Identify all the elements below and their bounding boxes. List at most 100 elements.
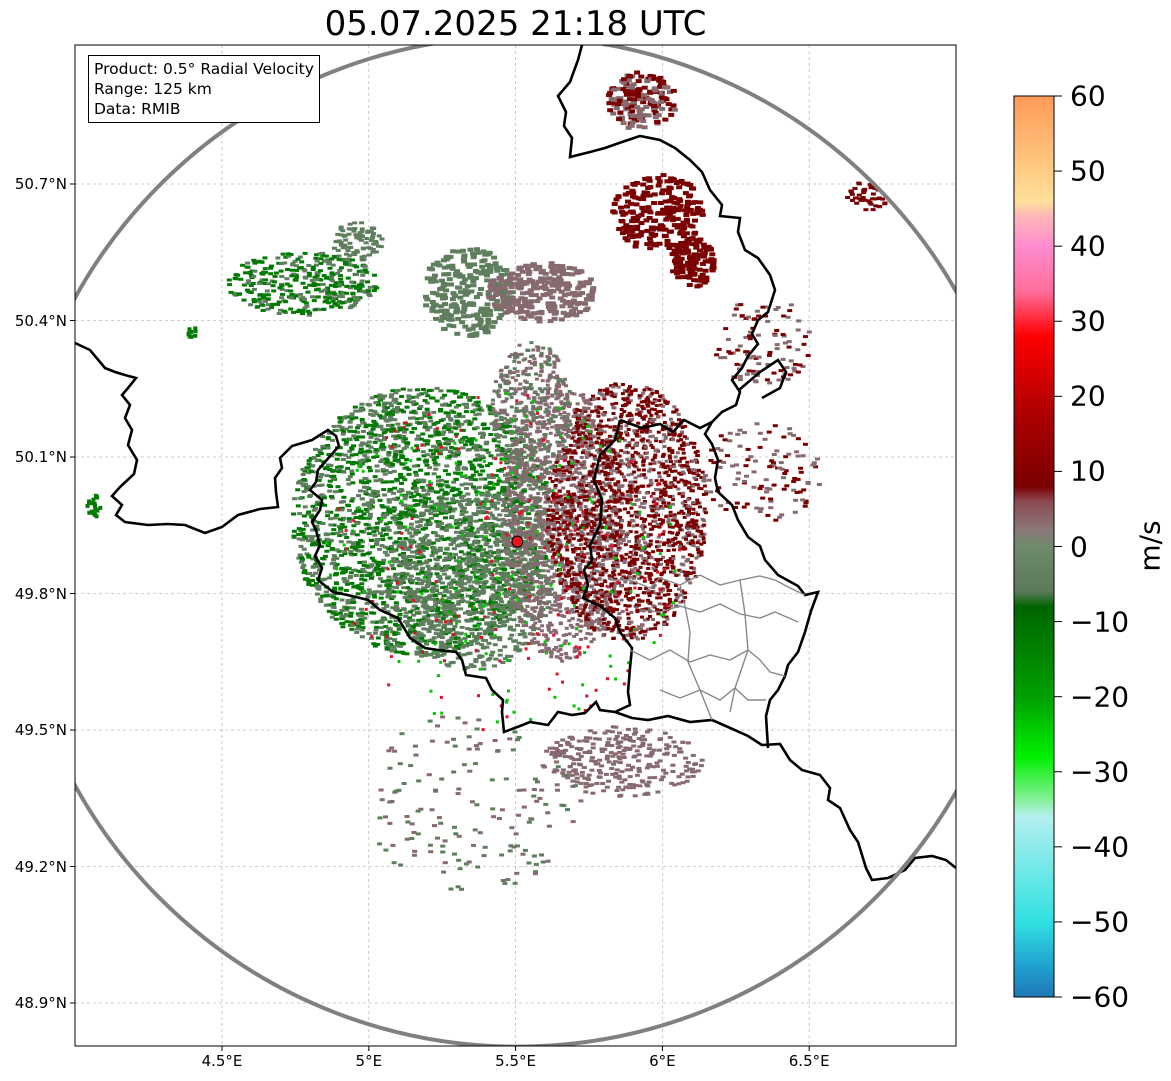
echo-cell (510, 481, 516, 485)
echo-cell (407, 631, 413, 635)
echo-cell (311, 508, 317, 512)
echo-cell (564, 633, 568, 637)
echo-cell (437, 441, 443, 445)
echo-cell (483, 484, 489, 488)
echo-cell (595, 569, 600, 573)
echo-cell (666, 592, 671, 596)
echo-cell (396, 402, 402, 406)
echo-cell (477, 458, 482, 462)
echo-cell (500, 533, 505, 537)
echo-cell (570, 391, 574, 395)
echo-cell (385, 579, 391, 583)
echo-cell (511, 584, 517, 587)
echo-cell (503, 507, 508, 511)
echo-cell (492, 428, 498, 432)
echo-cell (644, 562, 649, 565)
echo-cell (387, 627, 393, 631)
echo-cell (588, 508, 593, 512)
echo-cell (339, 508, 345, 512)
echo-cell (407, 510, 413, 514)
echo-cell (587, 470, 592, 474)
echo-cell (503, 519, 507, 523)
echo-cell (425, 564, 431, 568)
echo-cell (476, 506, 482, 510)
echo-cell (389, 649, 395, 653)
echo-cell (366, 592, 372, 596)
echo-cell (533, 501, 538, 504)
echo-cell (544, 592, 549, 596)
echo-cell (385, 643, 391, 647)
echo-cell (557, 597, 562, 601)
echo-cell (301, 514, 307, 518)
echo-cell (450, 578, 456, 582)
echo-cell (554, 474, 559, 478)
echo-cell (505, 654, 510, 658)
echo-cell (521, 545, 526, 549)
echo-cell (397, 553, 403, 557)
echo-cell (535, 422, 540, 426)
echo-cell (455, 647, 461, 650)
echo-cell (546, 388, 550, 392)
echo-cell (509, 566, 515, 570)
echo-cell (571, 533, 576, 537)
echo-cell (319, 493, 325, 497)
echo-cell (409, 579, 415, 582)
echo-cell (470, 467, 476, 471)
echo-cell (414, 529, 420, 532)
echo-cell (635, 523, 640, 527)
echo-cell (352, 547, 358, 551)
echo-cell (556, 602, 561, 606)
echo-cell (376, 403, 381, 407)
echo-cell (531, 556, 536, 560)
echo-cell (359, 545, 365, 548)
echo-cell (443, 411, 449, 415)
echo-cell (482, 477, 488, 481)
echo-cell (339, 553, 345, 557)
echo-cell (425, 580, 431, 584)
echo-cell (304, 466, 310, 470)
echo-cell (543, 520, 548, 524)
echo-cell (522, 563, 527, 567)
echo-cell (466, 564, 472, 568)
echo-cell (654, 578, 659, 582)
echo-cell (548, 630, 553, 634)
echo-cell (528, 432, 533, 436)
echo-cell (383, 625, 389, 629)
echo-cell (501, 611, 507, 615)
echo-cell (491, 501, 497, 505)
echo-cell (581, 475, 586, 479)
echo-cell (617, 572, 622, 576)
echo-cell (429, 623, 435, 627)
echo-cell (301, 478, 307, 481)
echo-cell (422, 425, 428, 429)
echo-cell (387, 521, 393, 525)
echo-cell (362, 570, 368, 574)
echo-cell (309, 515, 315, 519)
echo-cell (356, 622, 362, 625)
echo-cell (320, 446, 326, 450)
echo-cell (443, 511, 449, 515)
echo-cell (559, 561, 564, 565)
echo-cell (427, 567, 432, 571)
echo-cell (490, 617, 496, 621)
echo-cell (575, 499, 580, 502)
echo-cell (349, 446, 355, 450)
echo-cell (515, 571, 521, 574)
echo-cell (403, 564, 409, 568)
echo-cell (453, 552, 458, 556)
echo-cell (492, 577, 498, 581)
echo-cell (578, 568, 582, 572)
echo-cell (436, 548, 442, 552)
echo-cell (450, 541, 456, 545)
echo-cell (464, 531, 470, 535)
echo-cell (594, 582, 599, 586)
echo-cell (369, 396, 375, 400)
echo-cell (511, 618, 517, 622)
echo-cell (599, 530, 604, 534)
echo-cell (343, 427, 349, 431)
echo-cell (391, 497, 397, 501)
echo-cell (515, 547, 521, 551)
echo-cell (297, 496, 303, 500)
echo-cell (320, 594, 326, 598)
echo-cell (338, 540, 344, 544)
